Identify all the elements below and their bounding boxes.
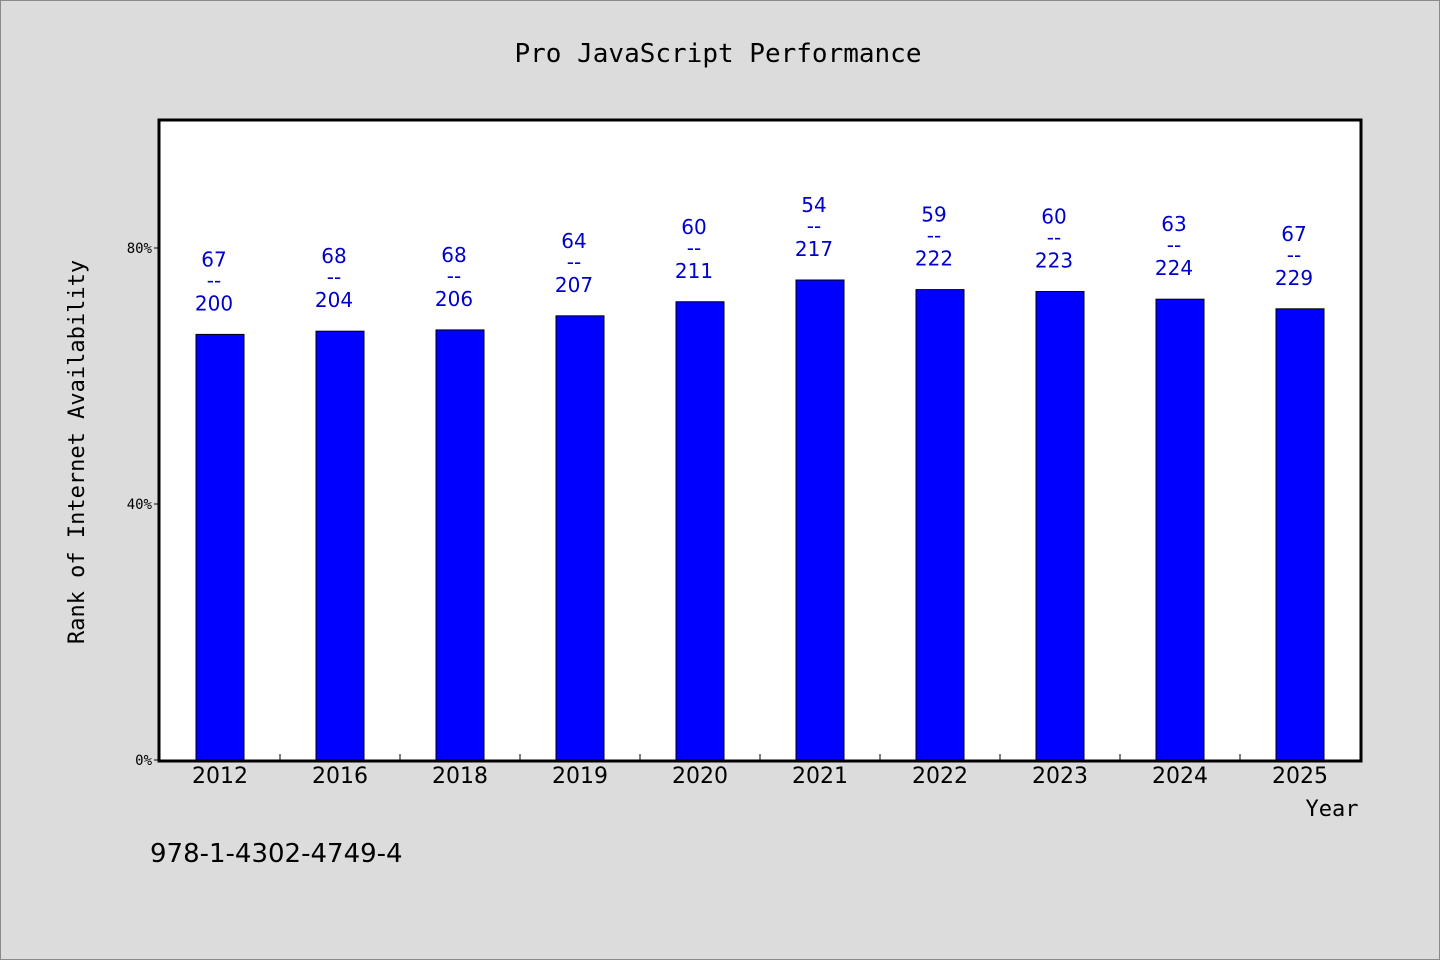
x-tick-label: 2025 (1272, 764, 1328, 789)
data-label-bottom: 206 (435, 287, 473, 311)
data-label-bottom: 224 (1155, 256, 1193, 280)
y-tick-label: 40% (127, 497, 153, 513)
bar-2021 (795, 279, 845, 761)
data-label-top: 60 (1041, 205, 1066, 229)
data-label-separator: -- (1167, 233, 1181, 257)
data-label-separator: -- (1287, 243, 1301, 267)
data-label-separator: -- (327, 265, 341, 289)
data-label-top: 68 (441, 243, 466, 267)
data-label-top: 59 (921, 203, 946, 227)
data-label-separator: -- (1047, 226, 1061, 250)
data-label-bottom: 207 (555, 273, 593, 297)
data-label-top: 67 (201, 247, 226, 271)
bar-2019 (555, 315, 605, 761)
data-label-top: 60 (681, 215, 706, 239)
x-tick-label: 2023 (1032, 764, 1088, 789)
data-label-top: 63 (1161, 212, 1186, 236)
x-tick-label: 2020 (672, 764, 728, 789)
data-label-bottom: 211 (675, 259, 713, 283)
x-tick-label: 2022 (912, 764, 968, 789)
data-label-top: 64 (561, 229, 586, 253)
data-label-separator: -- (567, 250, 581, 274)
bar-2023 (1035, 291, 1085, 761)
bar-2022 (915, 289, 965, 761)
data-label-bottom: 222 (915, 247, 953, 271)
x-tick-label: 2024 (1152, 764, 1208, 789)
data-label-separator: -- (807, 214, 821, 238)
data-label-top: 54 (801, 193, 826, 217)
data-label-separator: -- (207, 268, 221, 292)
y-tick-label: 0% (135, 753, 152, 769)
data-label-top: 67 (1281, 222, 1306, 246)
data-label-bottom: 229 (1275, 266, 1313, 290)
data-label-separator: -- (927, 224, 941, 248)
bar-2025 (1275, 308, 1325, 761)
bar-2012 (195, 333, 245, 761)
data-label-top: 68 (321, 244, 346, 268)
bar-2020 (675, 301, 725, 761)
data-label-bottom: 204 (315, 288, 353, 312)
data-label-bottom: 200 (195, 291, 233, 315)
x-tick-label: 2016 (312, 764, 368, 789)
chart-title: Pro JavaScript Performance (515, 39, 922, 69)
x-tick-label: 2019 (552, 764, 608, 789)
data-label-bottom: 223 (1035, 249, 1073, 273)
x-axis-label: Year (1306, 797, 1359, 822)
x-tick-label: 2021 (792, 764, 848, 789)
x-tick-label: 2012 (192, 764, 248, 789)
bar-2024 (1155, 298, 1205, 761)
isbn-label: 978-1-4302-4749-4 (150, 839, 403, 869)
y-axis-label: Rank of Internet Availability (65, 260, 90, 644)
bar-2018 (435, 329, 485, 761)
data-label-bottom: 217 (795, 237, 833, 261)
bar-2016 (315, 330, 365, 761)
y-tick-label: 80% (127, 241, 153, 257)
data-label-separator: -- (447, 264, 461, 288)
x-tick-label: 2018 (432, 764, 488, 789)
data-label-separator: -- (687, 236, 701, 260)
